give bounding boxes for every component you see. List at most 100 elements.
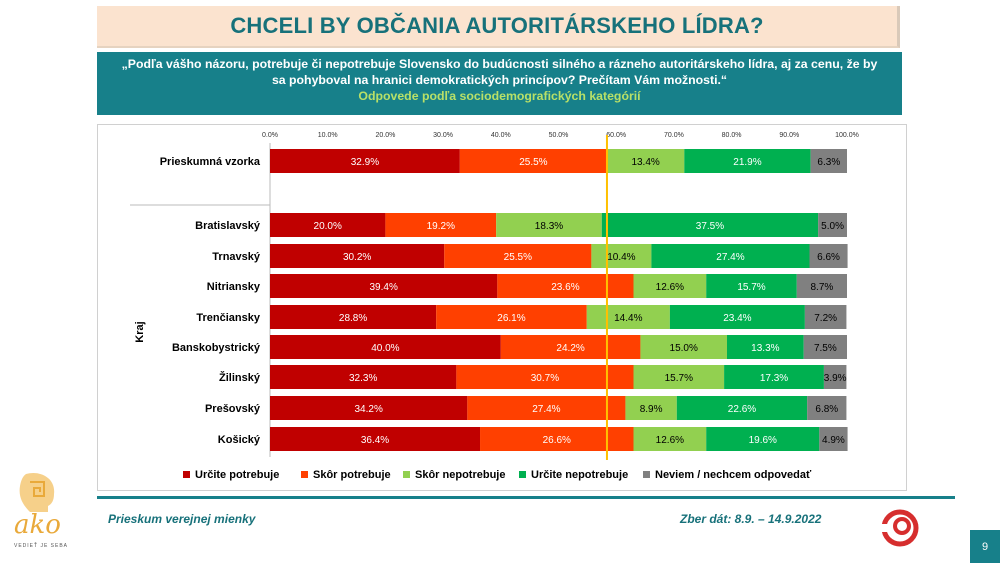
data-label: 39.4% (369, 282, 397, 293)
data-label: 13.3% (751, 343, 779, 354)
data-label: 12.6% (656, 282, 684, 293)
legend-label: Určite potrebuje (195, 469, 279, 481)
legend-swatch (403, 471, 410, 478)
bar-segment (633, 365, 725, 389)
data-label: 17.3% (760, 373, 788, 384)
data-label: 37.5% (696, 221, 724, 232)
category-label: Nitriansky (207, 281, 261, 293)
x-tick-label: 70.0% (664, 132, 684, 139)
category-label: Prieskumná vzorka (160, 156, 261, 168)
category-label: Košický (218, 434, 261, 446)
data-label: 14.4% (614, 313, 642, 324)
data-label: 6.8% (815, 404, 838, 415)
data-label: 23.6% (551, 282, 579, 293)
bar-segment (625, 396, 677, 420)
legend-swatch (301, 471, 308, 478)
bar-segment (497, 274, 634, 298)
data-label: 36.4% (361, 435, 389, 446)
data-label: 30.2% (343, 252, 371, 263)
legend-label: Skôr nepotrebuje (415, 469, 505, 481)
data-label: 7.5% (814, 343, 837, 354)
x-tick-label: 80.0% (722, 132, 742, 139)
legend-label: Skôr potrebuje (313, 469, 391, 481)
bar-segment (706, 427, 820, 451)
bar-segment (385, 213, 497, 237)
bar-segment (633, 274, 707, 298)
x-tick-label: 20.0% (375, 132, 395, 139)
data-label: 26.6% (543, 435, 571, 446)
data-label: 32.3% (349, 373, 377, 384)
bar-segment (586, 305, 670, 329)
bar-segment (270, 335, 501, 359)
bar-segment (726, 335, 804, 359)
bar-segment (633, 427, 707, 451)
data-label: 15.7% (665, 373, 693, 384)
legend-label: Určite nepotrebuje (531, 469, 628, 481)
bar-segment (444, 244, 592, 268)
bar-segment (270, 396, 468, 420)
bar-segment (270, 213, 386, 237)
bar-segment (810, 149, 847, 173)
bar-segment (496, 213, 602, 237)
ako-head-logo-icon (19, 472, 55, 512)
bar-segment (591, 244, 652, 268)
bar-segment (676, 396, 808, 420)
bar-segment (669, 305, 805, 329)
bar-segment (724, 365, 824, 389)
bar-segment (796, 274, 847, 298)
bar-segment (270, 305, 437, 329)
bar-segment (804, 305, 847, 329)
data-label: 24.2% (556, 343, 584, 354)
bar-segment (807, 396, 847, 420)
bar-segment (459, 149, 607, 173)
bar-segment (823, 365, 847, 389)
bar-segment (809, 244, 848, 268)
bar-segment (601, 213, 819, 237)
data-label: 32.9% (351, 157, 379, 168)
data-label: 27.4% (532, 404, 560, 415)
category-label: Bratislavský (195, 220, 261, 232)
x-tick-label: 50.0% (549, 132, 569, 139)
category-label: Banskobystrický (172, 342, 261, 354)
ako-logo-text: ako (14, 510, 61, 540)
bar-segment (819, 427, 848, 451)
bar-segment (270, 274, 498, 298)
data-label: 5.0% (821, 221, 844, 232)
group-label-kraj: Kraj (134, 321, 146, 342)
x-tick-label: 100.0% (835, 132, 859, 139)
legend-swatch (643, 471, 650, 478)
bar-segment (270, 427, 481, 451)
legend-swatch (519, 471, 526, 478)
x-tick-label: 60.0% (606, 132, 626, 139)
question-line-2: sa pohyboval na hranici demokratických p… (271, 73, 728, 87)
x-tick-label: 10.0% (318, 132, 338, 139)
data-label: 6.3% (817, 157, 840, 168)
x-tick-label: 0.0% (262, 132, 278, 139)
bar-segment (500, 335, 641, 359)
bar-segment (706, 274, 797, 298)
bar-segment (270, 149, 460, 173)
data-label: 18.3% (535, 221, 563, 232)
data-label: 27.4% (716, 252, 744, 263)
bar-segment (684, 149, 811, 173)
question-box: „Podľa vášho názoru, potrebuje či nepotr… (97, 52, 902, 115)
bar-segment (270, 244, 445, 268)
x-tick-label: 30.0% (433, 132, 453, 139)
bar-segment (818, 213, 847, 237)
chart-frame: 0.0% 10.0% 20.0% 30.0% 40.0% 50.0% 60.0% 70.0% 8… (97, 124, 907, 491)
bar-segment (456, 365, 634, 389)
footer-survey-label: Prieskum verejnej mienky (108, 512, 256, 526)
category-label: Žilinský (219, 371, 261, 384)
data-label: 4.9% (822, 435, 845, 446)
legend-swatch (183, 471, 190, 478)
data-label: 25.5% (519, 157, 547, 168)
data-label: 21.9% (733, 157, 761, 168)
category-label: Trenčiansky (196, 312, 260, 324)
footer-data-collection: Zber dát: 8.9. – 14.9.2022 (680, 512, 822, 526)
bar-segment (436, 305, 587, 329)
data-label: 12.6% (656, 435, 684, 446)
bar-segment (606, 149, 685, 173)
data-label: 26.1% (497, 313, 525, 324)
category-label: Trnavský (212, 251, 261, 263)
data-label: 23.4% (723, 313, 751, 324)
